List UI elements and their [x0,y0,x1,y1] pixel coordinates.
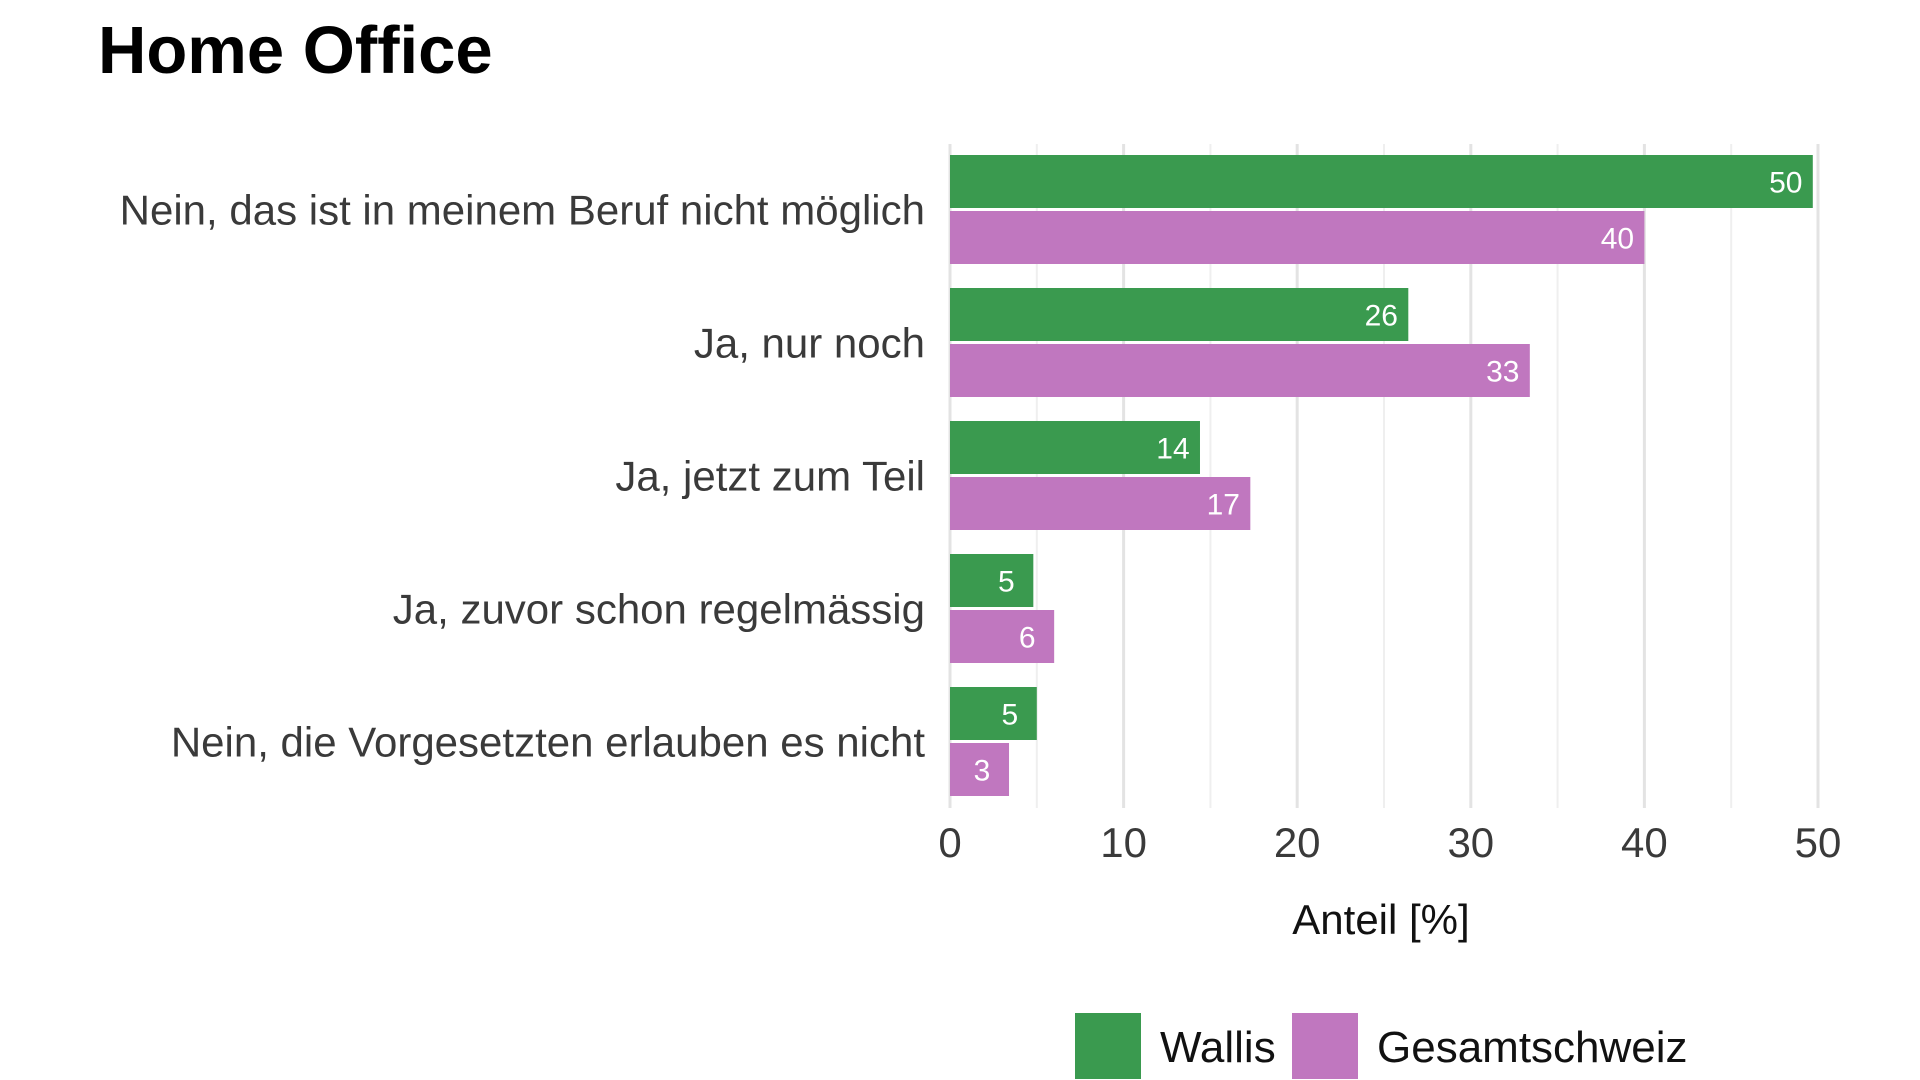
legend-swatch-wallis [1075,1013,1141,1079]
bar-wallis [950,421,1200,474]
bar-gesamtschweiz [950,344,1530,397]
x-tick-label: 0 [938,819,961,866]
x-tick-label: 20 [1274,819,1321,866]
legend-swatch-gesamtschweiz [1292,1013,1358,1079]
x-tick-label: 50 [1795,819,1842,866]
category-label: Ja, zuvor schon regelmässig [393,586,925,633]
bar-wallis [950,155,1813,208]
x-axis-title: Anteil [%] [1292,896,1469,943]
legend: Wallis Gesamtschweiz [1075,1013,1688,1079]
legend-label-gesamtschweiz: Gesamtschweiz [1377,1023,1688,1072]
x-tick-label: 10 [1100,819,1147,866]
legend-label-wallis: Wallis [1160,1023,1276,1072]
bar-wallis [950,687,1037,740]
bar-value-label: 6 [1019,622,1036,655]
bar-wallis [950,288,1409,341]
bar-value-label: 40 [1601,223,1634,256]
x-axis-ticks: 0 10 20 30 40 50 [938,819,1841,866]
bar-value-label: 14 [1156,433,1189,466]
x-tick-label: 30 [1447,819,1494,866]
bar-value-label: 3 [974,755,991,788]
bar-wallis [950,554,1034,607]
x-tick-label: 40 [1621,819,1668,866]
bar-gesamtschweiz [950,477,1251,530]
category-label: Nein, die Vorgesetzten erlauben es nicht [171,719,925,766]
bar-gesamtschweiz [950,211,1645,264]
category-label: Ja, nur noch [694,320,925,367]
category-labels: Nein, das ist in meinem Beruf nicht mögl… [120,187,926,766]
chart-title: Home Office [98,13,493,88]
bar-value-label: 26 [1365,300,1398,333]
bar-gesamtschweiz [950,610,1055,663]
bar-value-label: 5 [1001,699,1018,732]
bar-value-label: 5 [998,566,1015,599]
bar-value-label: 33 [1486,356,1519,389]
category-label: Ja, jetzt zum Teil [615,453,925,500]
bar-value-label: 50 [1769,167,1802,200]
bars [950,155,1813,796]
category-label: Nein, das ist in meinem Beruf nicht mögl… [120,187,925,234]
bar-value-label: 17 [1207,489,1240,522]
bar-gesamtschweiz [950,743,1010,796]
